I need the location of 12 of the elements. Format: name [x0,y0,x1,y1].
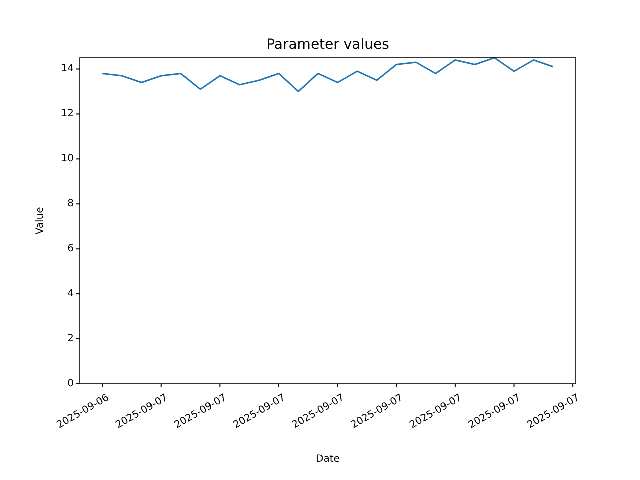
y-tick-label: 14 [61,64,74,75]
y-tick-label: 2 [68,334,74,345]
y-tick-label: 4 [68,288,74,300]
x-axis-title: Date [316,454,340,465]
y-axis-title: Value [35,207,46,235]
y-tick-label: 12 [61,108,74,120]
chart-title: Parameter values [266,37,390,53]
y-tick-label: 6 [68,244,74,255]
y-tick-label: 10 [61,154,74,165]
line-series [102,57,554,92]
y-tick-label: 8 [68,198,74,210]
y-tick-label: 0 [68,378,74,390]
